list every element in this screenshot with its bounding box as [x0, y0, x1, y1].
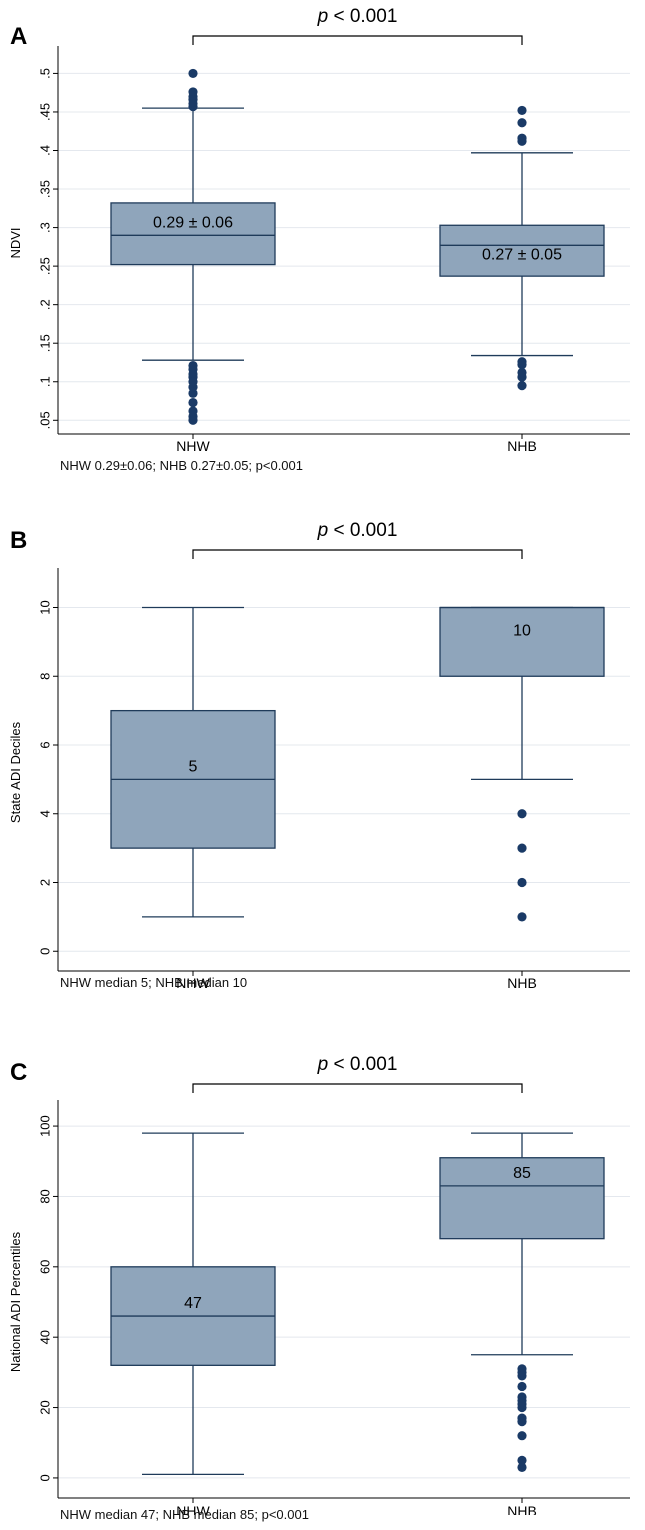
y-tick-label: 4 — [37, 810, 52, 817]
significance-bracket — [192, 1083, 523, 1093]
significance-bracket — [192, 35, 523, 45]
state-adi-boxplot: 0 2 4 6 8 10 State ADI Deciles NHW NHB B p < 0.001… — [8, 520, 630, 990]
outlier-point-nhb — [517, 360, 527, 370]
y-tick-label: 2 — [37, 879, 52, 886]
outlier-point-nhb — [517, 1455, 527, 1465]
y-tick-label: 40 — [37, 1330, 52, 1344]
outlier-point-nhb — [517, 809, 527, 819]
iqr-box-nhb — [439, 224, 605, 277]
outlier-point-nhb — [517, 118, 527, 128]
outlier-point-nhw — [188, 388, 198, 398]
y-tick-label: .15 — [37, 334, 52, 352]
y-tick-label: .05 — [37, 411, 52, 429]
outlier-point-nhb — [517, 136, 527, 146]
box-label-nhb: 10 — [513, 623, 531, 640]
panel-letter: B — [10, 527, 27, 554]
p-value-annotation: p < 0.001 — [317, 6, 398, 27]
y-axis-label: NDVI — [8, 227, 23, 258]
y-axis-label: State ADI Deciles — [8, 721, 23, 823]
y-axis-label: National ADI Percentiles — [8, 1231, 23, 1372]
x-tick-label-nhb: NHB — [507, 438, 537, 454]
box-label-nhw: 0.29 ± 0.06 — [153, 214, 233, 231]
panel-c: 0 20 40 60 80 100 National ADI Percentiles NHW N… — [0, 1040, 645, 1530]
outlier-point-nhb — [517, 912, 527, 922]
outlier-point-nhb — [517, 372, 527, 382]
p-value-annotation: p < 0.001 — [317, 520, 398, 541]
national-adi-boxplot: 0 20 40 60 80 100 National ADI Percentiles NHW N… — [8, 1054, 630, 1515]
outlier-point-nhb — [517, 877, 527, 888]
y-tick-label: 60 — [37, 1260, 52, 1274]
y-tick-label: 10 — [37, 600, 52, 614]
box-label-nhb: 85 — [513, 1165, 531, 1182]
y-tick-label: .5 — [37, 68, 52, 79]
outlier-point-nhb — [517, 1402, 527, 1413]
outlier-point-nhw — [188, 101, 198, 112]
x-tick-label-nhb: NHB — [507, 975, 537, 990]
significance-bracket — [192, 549, 523, 559]
x-tick-label-nhw: NHW — [176, 975, 210, 990]
y-tick-label: .1 — [37, 376, 52, 387]
panel-letter: A — [10, 23, 27, 50]
outlier-point-nhb — [517, 1462, 527, 1472]
y-tick-label: 0 — [37, 1474, 52, 1481]
iqr-box-nhw — [110, 202, 276, 266]
panel-b-note: NHW median 5; NHB median 10 — [60, 975, 248, 990]
x-tick-label-nhw: NHW — [176, 1503, 210, 1515]
p-value-annotation: p < 0.001 — [317, 1054, 398, 1075]
y-tick-label: .45 — [37, 103, 52, 121]
box-label-nhw: 47 — [184, 1295, 202, 1312]
iqr-box-nhb — [439, 1157, 605, 1240]
y-tick-label: 6 — [37, 741, 52, 748]
outlier-point-nhw — [188, 415, 198, 425]
outlier-point-nhb — [517, 1371, 527, 1381]
y-tick-label: 100 — [37, 1115, 52, 1137]
outlier-point-nhb — [517, 1417, 527, 1427]
y-tick-label: .35 — [37, 180, 52, 198]
y-tick-label: .4 — [37, 145, 52, 156]
y-tick-label: 8 — [37, 673, 52, 680]
outlier-point-nhb — [517, 105, 527, 116]
panel-letter: C — [10, 1059, 27, 1086]
ndvi-boxplot: .05 .1 .15 .2 .25 .3 .35 .4 .45 .5 NDVI NHW NHB Ap < … — [8, 6, 630, 454]
outlier-point-nhw — [188, 397, 198, 408]
panel-a-note: NHW 0.29±0.06; NHB 0.27±0.05; p<0.001 — [60, 458, 303, 473]
y-tick-label: .3 — [37, 222, 52, 233]
box-label-nhb: 0.27 ± 0.05 — [482, 246, 562, 263]
outlier-point-nhb — [517, 1381, 527, 1392]
y-tick-label: .2 — [37, 299, 52, 310]
iqr-box-nhb — [439, 606, 605, 677]
outlier-point-nhb — [517, 1431, 527, 1441]
y-tick-label: 0 — [37, 948, 52, 955]
panel-c-note: NHW median 47; NHB median 85; p<0.001 — [60, 1507, 309, 1522]
outlier-point-nhb — [517, 843, 527, 853]
outlier-point-nhb — [517, 381, 527, 391]
x-tick-label-nhw: NHW — [176, 438, 210, 454]
y-tick-label: .25 — [37, 257, 52, 275]
x-tick-label-nhb: NHB — [507, 1503, 537, 1515]
outlier-point-nhw — [188, 68, 198, 79]
box-label-nhw: 5 — [189, 758, 198, 775]
y-tick-label: 20 — [37, 1400, 52, 1414]
y-tick-label: 80 — [37, 1189, 52, 1203]
